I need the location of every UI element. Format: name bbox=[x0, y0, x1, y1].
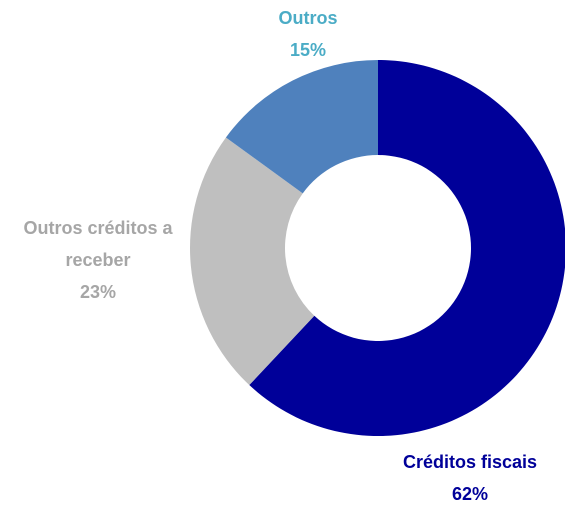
value-label: 15% bbox=[289, 40, 327, 60]
value-label: 23% bbox=[79, 282, 117, 302]
donut-slice bbox=[249, 60, 565, 436]
category-label: Outros bbox=[278, 8, 338, 28]
donut-slice bbox=[190, 137, 315, 386]
slice-label: Créditos fiscais 62% bbox=[370, 446, 565, 505]
slice-label: Outros 15% bbox=[248, 2, 368, 66]
category-label: Créditos fiscais bbox=[402, 452, 538, 472]
donut-slice bbox=[225, 60, 378, 194]
category-label: Outros créditos a receber bbox=[23, 218, 173, 270]
slice-label: Outros créditos a receber 23% bbox=[3, 212, 193, 308]
value-label: 62% bbox=[451, 484, 489, 504]
